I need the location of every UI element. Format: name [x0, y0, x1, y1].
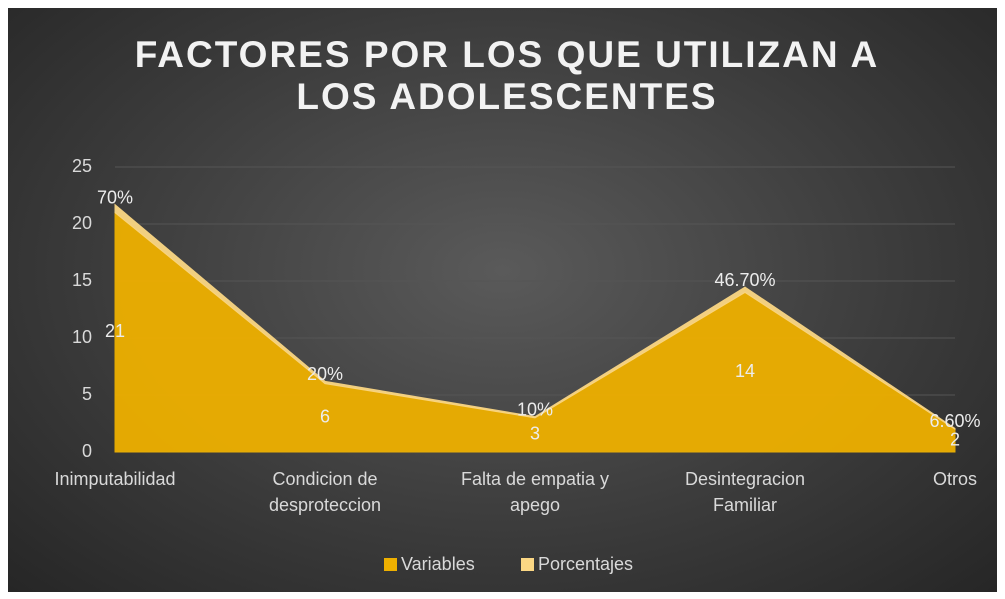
x-tick-label: Condicion de desproteccion: [268, 469, 382, 515]
data-label: 10%: [517, 399, 553, 419]
y-tick-label: 15: [72, 270, 92, 290]
y-tick-label: 25: [72, 156, 92, 176]
data-label: 46.70%: [714, 270, 775, 290]
y-tick-label: 5: [82, 384, 92, 404]
legend-swatch: [384, 558, 397, 571]
legend-label: Variables: [401, 554, 475, 574]
x-tick-label: Inimputabilidad: [54, 469, 176, 489]
data-label: 6: [320, 407, 330, 427]
y-tick-label: 20: [72, 213, 92, 233]
x-tick-label: Desintegracion Familiar: [684, 469, 806, 515]
data-label: 3: [530, 424, 540, 444]
data-label: 20%: [307, 364, 343, 384]
data-label: 2: [950, 429, 960, 449]
chart-title: FACTORES POR LOS QUE UTILIZAN A LOS ADOL…: [134, 34, 880, 117]
x-tick-label: Falta de empatia y apego: [460, 469, 610, 515]
data-label: 70%: [97, 187, 133, 207]
y-tick-label: 10: [72, 327, 92, 347]
data-label: 6.60%: [929, 411, 980, 431]
data-label: 14: [735, 361, 755, 381]
y-tick-label: 0: [82, 441, 92, 461]
area: [114, 203, 956, 431]
legend-swatch: [521, 558, 534, 571]
data-label: 21: [105, 321, 125, 341]
x-tick-label: Otros: [932, 469, 977, 489]
legend-label: Porcentajes: [538, 554, 633, 574]
